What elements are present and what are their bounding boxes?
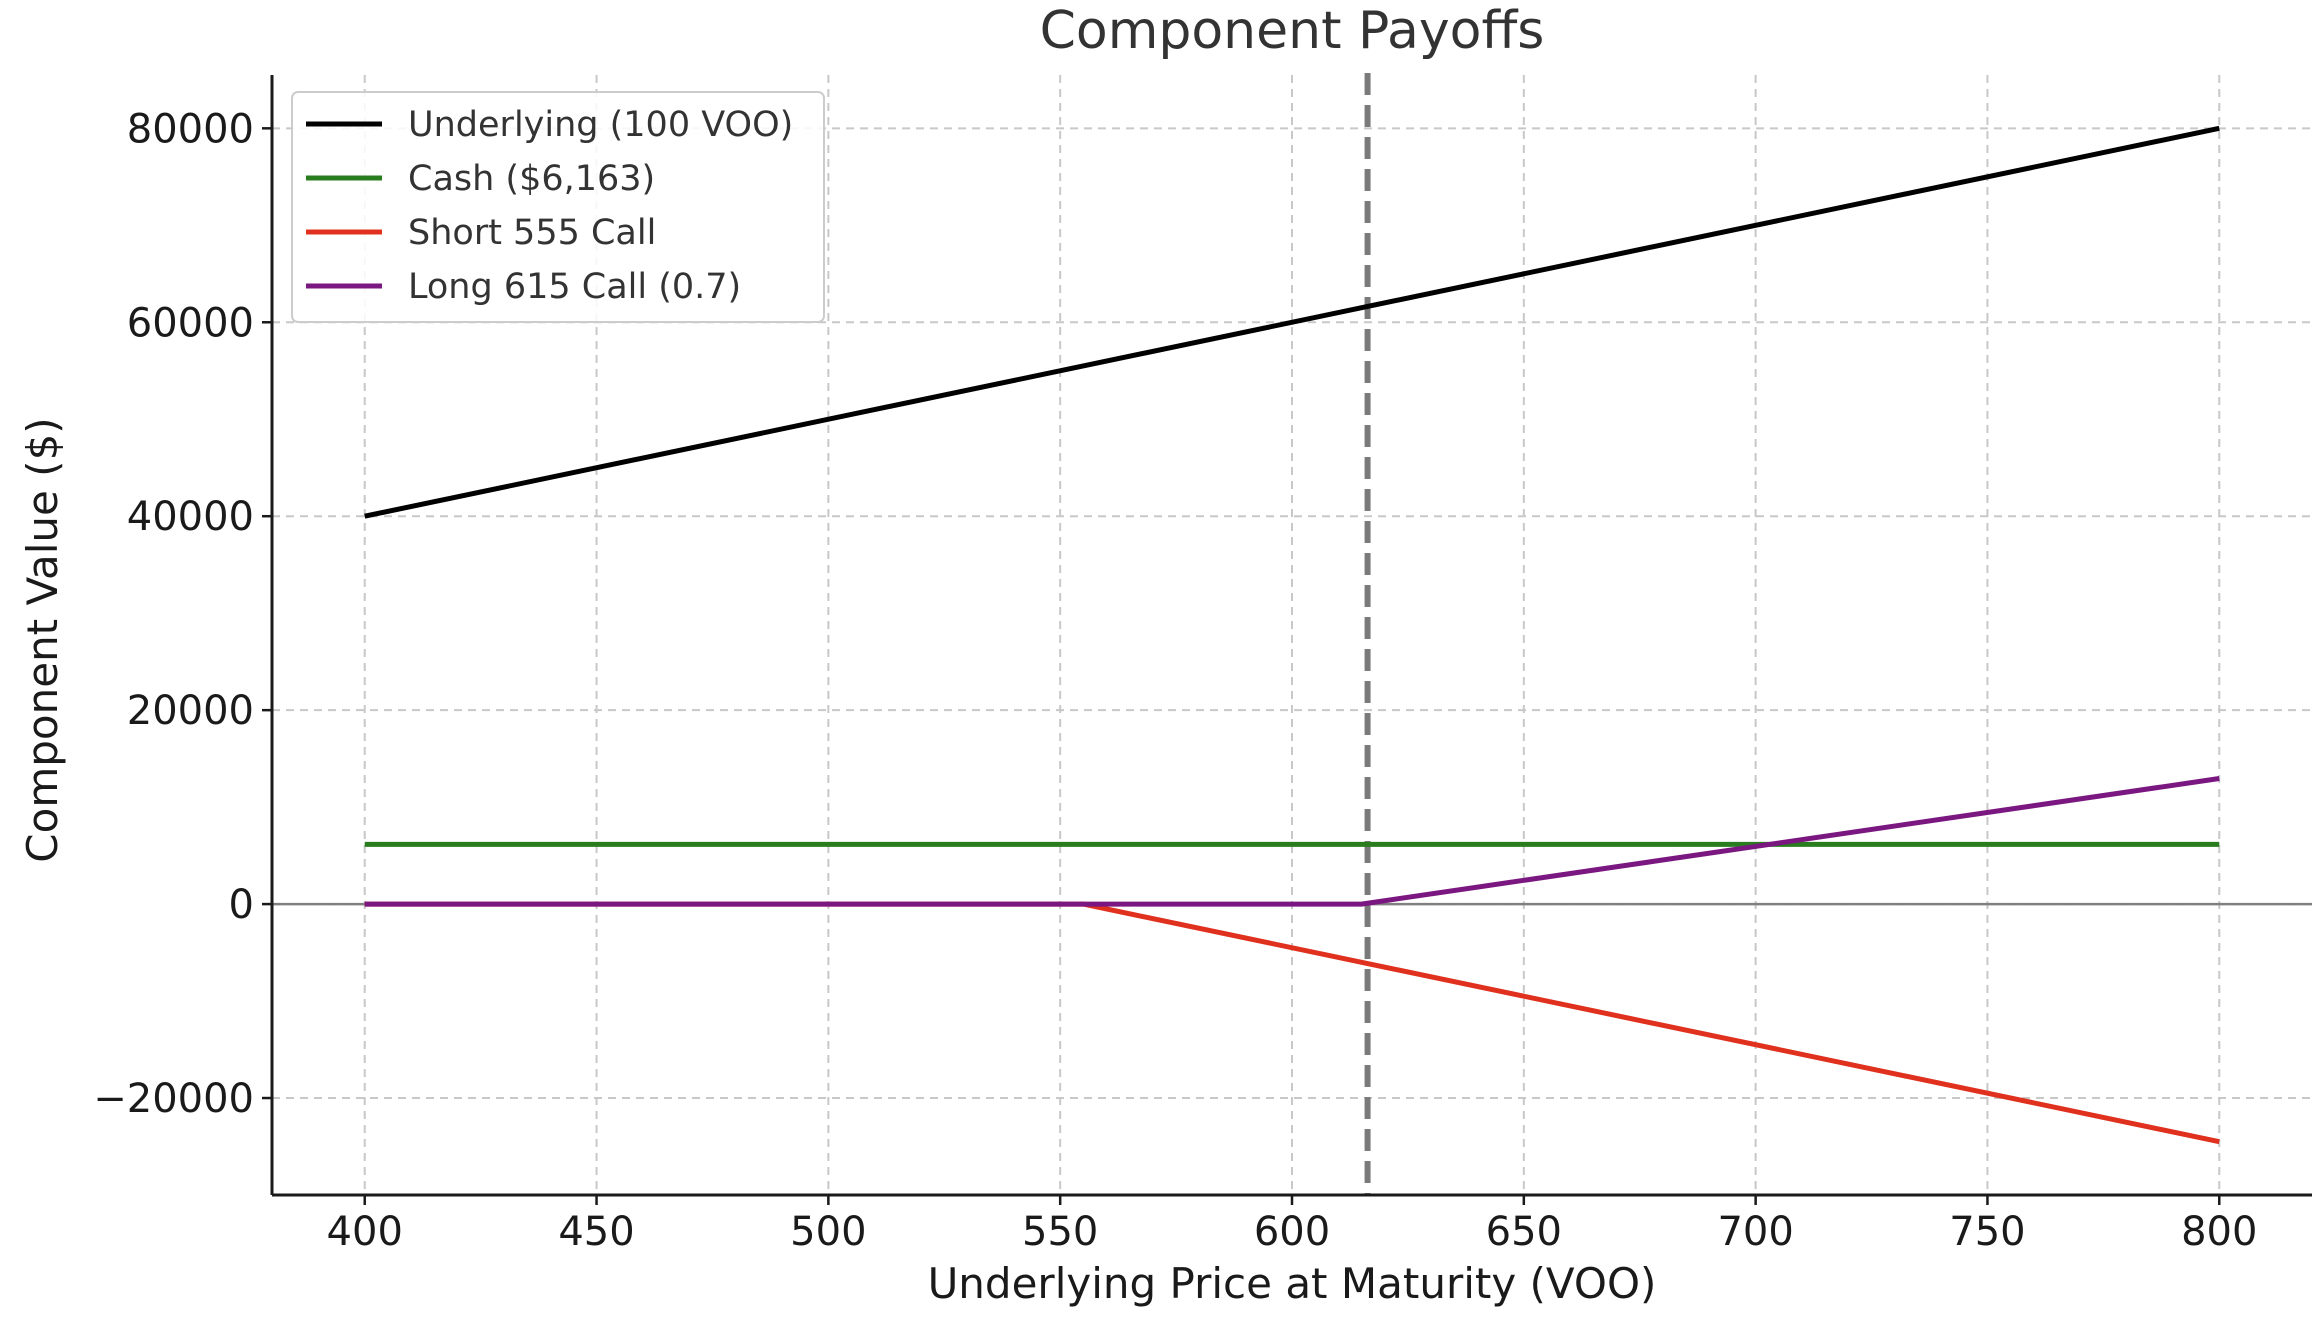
y-axis-label: Component Value ($) — [18, 417, 67, 862]
x-tick-label: 800 — [2181, 1209, 2257, 1255]
legend: Underlying (100 VOO) Cash ($6,163) Short 5… — [291, 91, 825, 323]
x-tick-label: 650 — [1486, 1209, 1562, 1255]
y-tick-label: 40000 — [127, 494, 254, 540]
x-tick-label: 550 — [1022, 1209, 1098, 1255]
legend-label-4: Long 615 Call (0.7) — [408, 267, 741, 307]
series-layer — [364, 125, 2220, 1145]
x-axis-label: Underlying Price at Maturity (VOO) — [928, 1259, 1657, 1308]
series-line-4 — [364, 776, 2220, 907]
legend-label-2: Cash ($6,163) — [408, 159, 655, 199]
legend-label-3: Short 555 Call — [408, 213, 656, 253]
x-tick-label: 700 — [1717, 1209, 1793, 1255]
y-tick-label: 60000 — [127, 300, 254, 346]
legend-box — [291, 91, 825, 323]
y-tick-label: 80000 — [127, 106, 254, 152]
x-tick-label: 400 — [327, 1209, 403, 1255]
y-tick-label: 20000 — [127, 688, 254, 734]
x-tick-label: 600 — [1254, 1209, 1330, 1255]
x-tick-label: 500 — [790, 1209, 866, 1255]
legend-label-1: Underlying (100 VOO) — [408, 105, 793, 145]
x-tick-label: 450 — [558, 1209, 634, 1255]
y-tick-label: −20000 — [93, 1076, 254, 1122]
chart-title: Component Payoffs — [1040, 1, 1545, 61]
y-tick-label: 0 — [229, 882, 254, 928]
series-line-1 — [364, 125, 2220, 519]
x-tick-label: 750 — [1949, 1209, 2025, 1255]
ticks-layer: 400 450 500 550 600 650 700 750 800 −20000 0 20000 4… — [93, 106, 2257, 1255]
series-line-3 — [364, 901, 2220, 1145]
